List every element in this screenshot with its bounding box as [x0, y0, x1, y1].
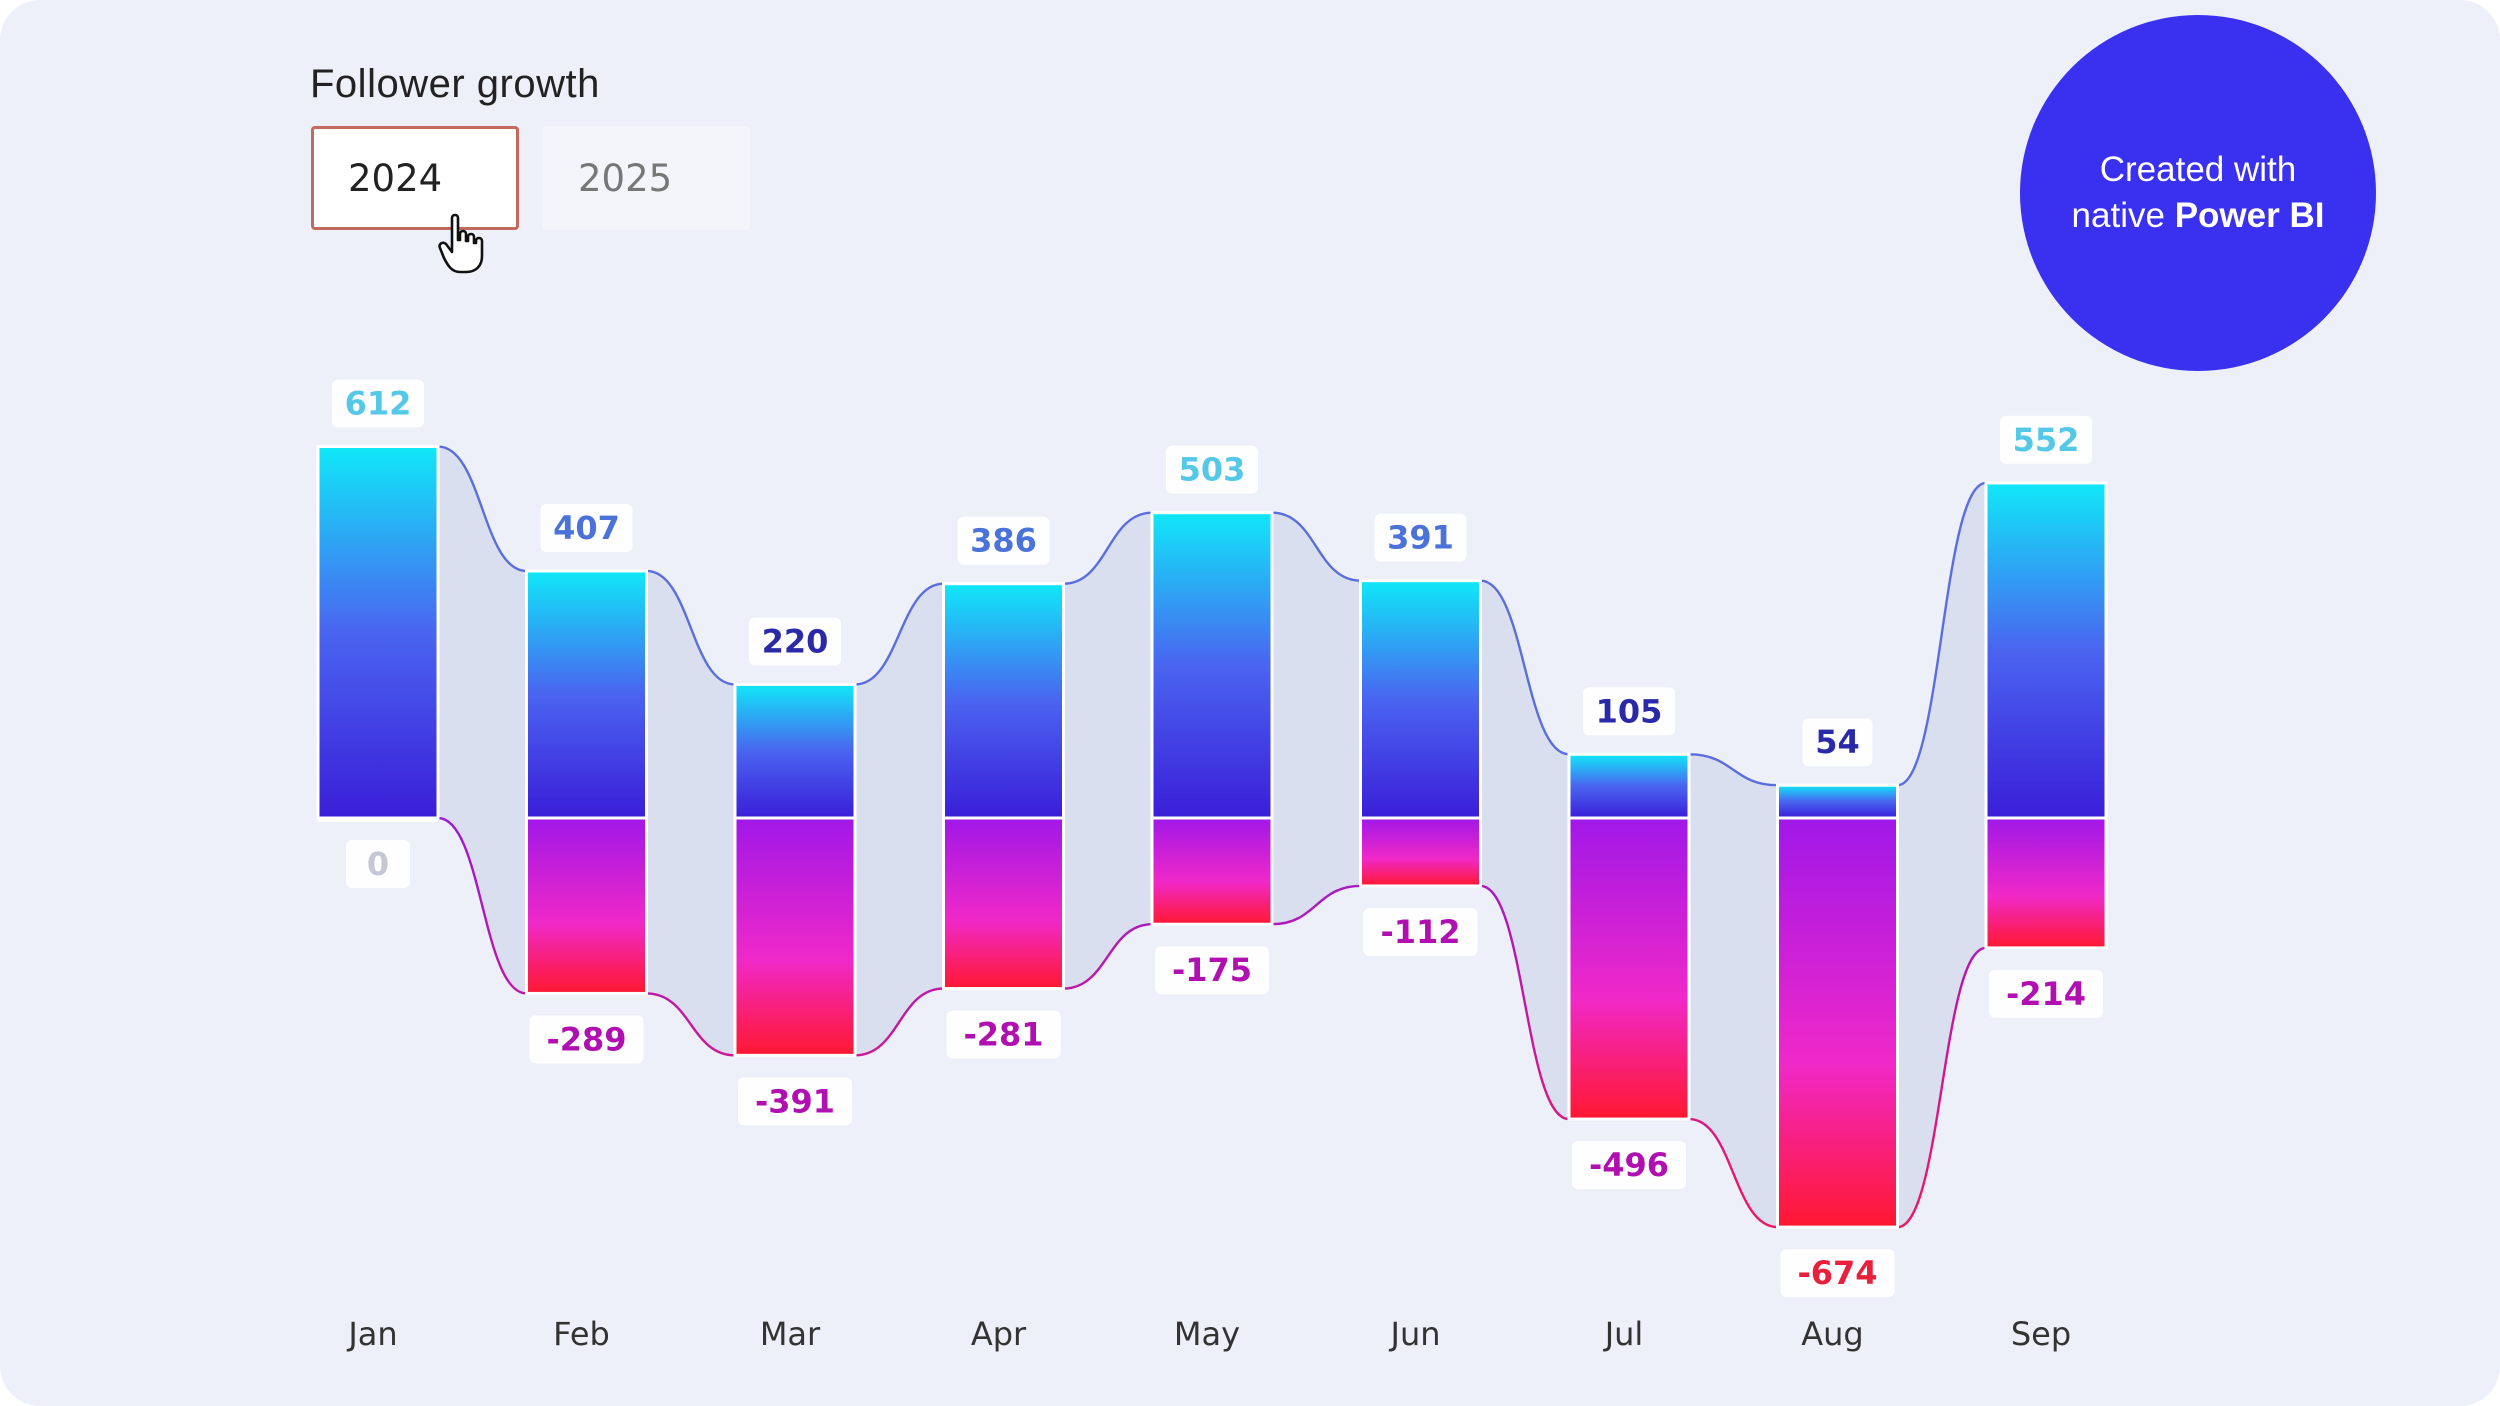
bar-lost-sep[interactable] [1984, 816, 2108, 950]
svg-text:386: 386 [970, 522, 1037, 560]
bar-gained-feb[interactable] [525, 569, 648, 820]
bar-lost-aug[interactable] [1776, 816, 1899, 1229]
bar-gained-jul[interactable] [1567, 752, 1691, 820]
x-tick-label-jan: Jan [346, 1315, 397, 1353]
badge-prefix: native [2071, 196, 2165, 235]
svg-text:-674: -674 [1797, 1254, 1877, 1292]
x-tick-label-mar: Mar [760, 1315, 821, 1353]
svg-text:-281: -281 [963, 1016, 1043, 1054]
svg-text:391: 391 [1387, 519, 1454, 557]
value-label-lost-jun: -112 [1363, 907, 1478, 956]
value-label-lost-sep: -214 [1989, 969, 2103, 1018]
svg-text:-391: -391 [755, 1082, 835, 1120]
value-label-gained-apr: 386 [957, 516, 1050, 565]
bar-lost-apr[interactable] [942, 816, 1065, 991]
bar-gained-sep[interactable] [1984, 481, 2108, 820]
x-tick-label-jun: Jun [1389, 1315, 1441, 1353]
svg-text:-496: -496 [1589, 1146, 1669, 1184]
value-label-gained-jan: 612 [332, 379, 424, 428]
svg-text:-112: -112 [1380, 913, 1460, 951]
value-label-lost-apr: -281 [946, 1010, 1061, 1059]
badge-line-2: native Power BI [2072, 193, 2325, 239]
x-tick-label-aug: Aug [1801, 1315, 1863, 1353]
svg-text:105: 105 [1596, 692, 1663, 730]
svg-text:612: 612 [345, 385, 412, 423]
x-tick-label-feb: Feb [553, 1315, 610, 1353]
bar-lost-may[interactable] [1150, 816, 1274, 926]
badge-brand: Power BI [2174, 196, 2325, 235]
value-label-gained-feb: 407 [540, 503, 633, 552]
power-bi-badge: Created with native Power BI [2020, 15, 2376, 371]
bar-lost-feb[interactable] [525, 816, 648, 995]
value-label-gained-may: 503 [1166, 445, 1258, 494]
hand-pointer-icon [438, 213, 484, 274]
svg-text:407: 407 [553, 509, 620, 547]
bar-gained-may[interactable] [1150, 511, 1274, 820]
value-label-lost-jul: -496 [1572, 1141, 1686, 1190]
chart-title: Follower growth [310, 62, 600, 106]
value-label-lost-feb: -289 [529, 1015, 644, 1064]
value-label-lost-jan: 0 [346, 840, 410, 888]
svg-text:220: 220 [762, 622, 829, 660]
bar-lost-jan[interactable] [318, 819, 438, 822]
svg-text:0: 0 [367, 845, 389, 883]
x-tick-label-apr: Apr [971, 1315, 1027, 1353]
bar-lost-mar[interactable] [733, 816, 857, 1057]
value-label-gained-jul: 105 [1583, 687, 1675, 736]
x-tick-label-jul: Jul [1603, 1315, 1644, 1353]
bar-gained-jun[interactable] [1359, 579, 1482, 820]
value-label-lost-mar: -391 [738, 1077, 852, 1126]
value-label-gained-sep: 552 [2000, 415, 2092, 464]
svg-text:552: 552 [2013, 421, 2080, 459]
svg-text:-214: -214 [2006, 975, 2086, 1013]
bar-gained-mar[interactable] [733, 682, 857, 820]
svg-text:-289: -289 [546, 1020, 626, 1058]
value-label-lost-aug: -674 [1780, 1249, 1895, 1298]
value-label-lost-may: -175 [1155, 946, 1269, 995]
bar-lost-jul[interactable] [1567, 816, 1691, 1121]
year-slicer-2024[interactable]: 2024 [311, 126, 519, 230]
x-tick-label-sep: Sep [2011, 1315, 2071, 1353]
value-label-gained-mar: 220 [749, 617, 841, 666]
value-label-gained-aug: 54 [1802, 718, 1873, 767]
svg-text:54: 54 [1815, 723, 1860, 761]
bar-lost-jun[interactable] [1359, 816, 1482, 888]
badge-line-1: Created with [2099, 150, 2297, 189]
svg-text:503: 503 [1179, 451, 1246, 489]
bar-gained-jan[interactable] [316, 445, 440, 820]
bar-gained-apr[interactable] [942, 582, 1065, 820]
svg-text:-175: -175 [1172, 951, 1252, 989]
year-slicer-2025[interactable]: 2025 [542, 126, 750, 230]
value-label-gained-jun: 391 [1374, 513, 1467, 562]
x-tick-label-may: May [1174, 1315, 1240, 1353]
bar-gained-aug[interactable] [1776, 783, 1899, 820]
